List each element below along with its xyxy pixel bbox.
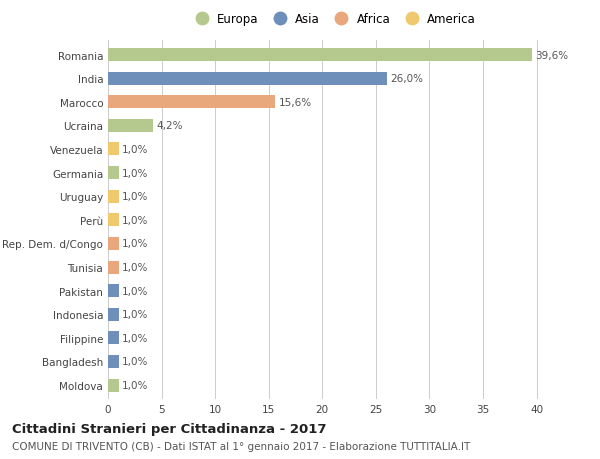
- Bar: [108, 237, 119, 250]
- Text: 1,0%: 1,0%: [122, 357, 148, 367]
- Bar: [108, 49, 532, 62]
- Text: 4,2%: 4,2%: [156, 121, 183, 131]
- Text: 1,0%: 1,0%: [122, 380, 148, 390]
- Bar: [108, 190, 119, 203]
- Text: 39,6%: 39,6%: [536, 50, 569, 61]
- Bar: [108, 167, 119, 179]
- Text: 1,0%: 1,0%: [122, 333, 148, 343]
- Bar: [108, 308, 119, 321]
- Text: 1,0%: 1,0%: [122, 168, 148, 178]
- Bar: [108, 143, 119, 156]
- Bar: [108, 379, 119, 392]
- Text: 1,0%: 1,0%: [122, 309, 148, 319]
- Bar: [108, 285, 119, 297]
- Text: 1,0%: 1,0%: [122, 145, 148, 155]
- Legend: Europa, Asia, Africa, America: Europa, Asia, Africa, America: [188, 11, 478, 28]
- Bar: [108, 261, 119, 274]
- Text: 1,0%: 1,0%: [122, 286, 148, 296]
- Text: 15,6%: 15,6%: [278, 98, 311, 107]
- Text: 1,0%: 1,0%: [122, 239, 148, 249]
- Text: 1,0%: 1,0%: [122, 192, 148, 202]
- Bar: [108, 73, 386, 85]
- Text: 1,0%: 1,0%: [122, 263, 148, 273]
- Bar: [108, 96, 275, 109]
- Bar: [108, 331, 119, 345]
- Text: COMUNE DI TRIVENTO (CB) - Dati ISTAT al 1° gennaio 2017 - Elaborazione TUTTITALI: COMUNE DI TRIVENTO (CB) - Dati ISTAT al …: [12, 441, 470, 451]
- Text: 26,0%: 26,0%: [390, 74, 423, 84]
- Bar: [108, 120, 153, 133]
- Bar: [108, 214, 119, 227]
- Bar: [108, 355, 119, 368]
- Text: Cittadini Stranieri per Cittadinanza - 2017: Cittadini Stranieri per Cittadinanza - 2…: [12, 422, 326, 435]
- Text: 1,0%: 1,0%: [122, 215, 148, 225]
